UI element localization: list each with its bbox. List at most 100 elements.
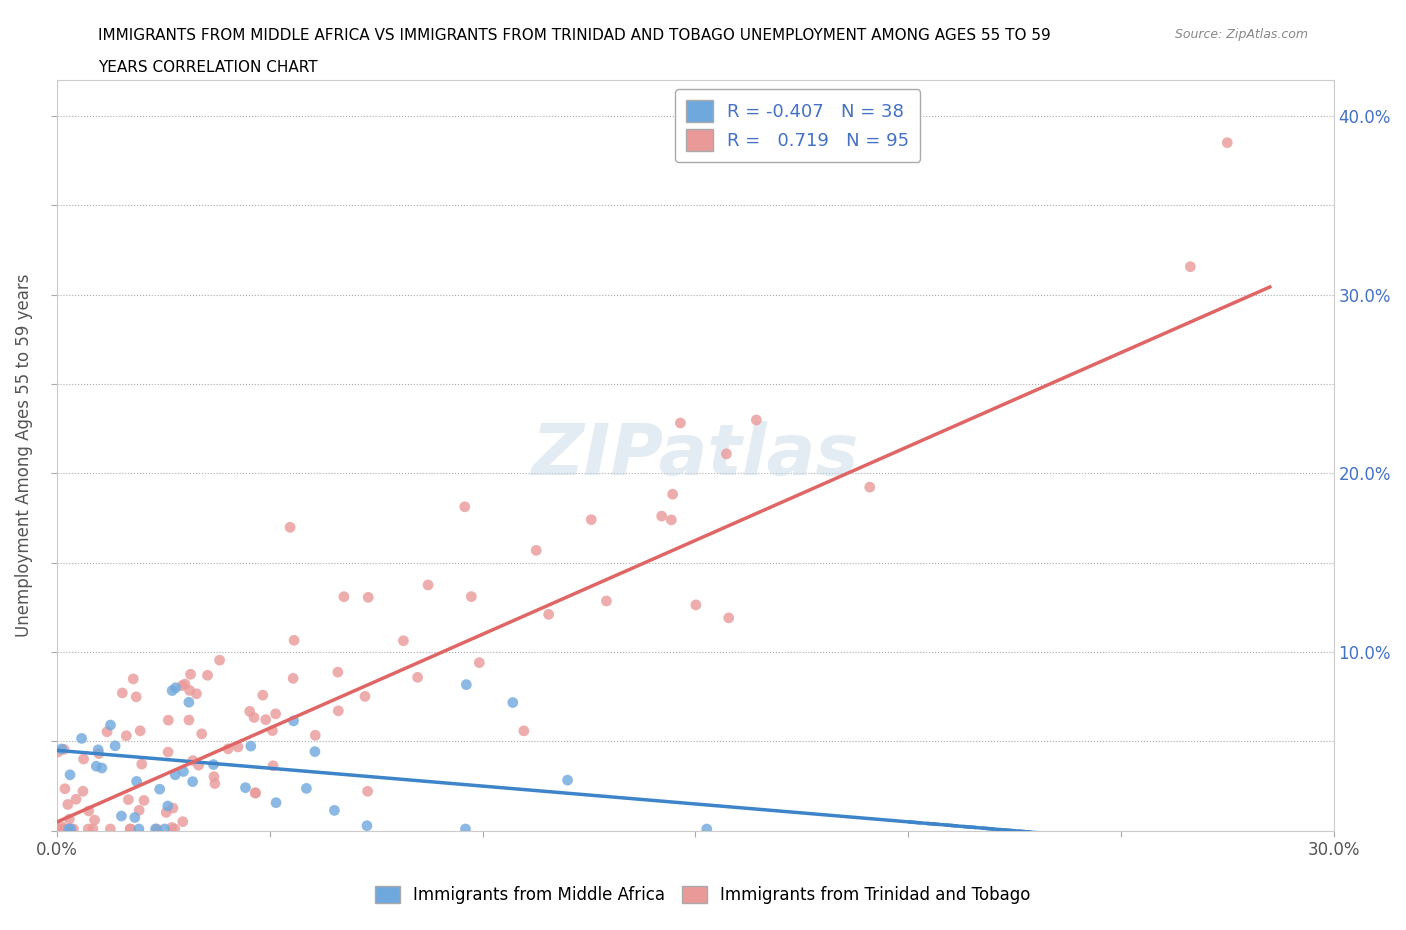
Point (262, 724, 284, 738)
Text: ZIPatlas: ZIPatlas (531, 421, 859, 490)
Point (125, 774, 148, 789)
Point (537, 607, 560, 622)
Point (262, 758, 284, 773)
Point (125, 689, 148, 704)
Point (83, 813, 105, 828)
Point (595, 593, 617, 608)
Point (202, 757, 225, 772)
Point (406, 670, 429, 684)
Point (356, 818, 378, 833)
Point (264, 795, 287, 810)
Point (104, 738, 127, 753)
Point (264, 707, 287, 722)
Point (96, 724, 118, 739)
Point (502, 695, 524, 710)
Point (111, 685, 134, 700)
Point (661, 486, 683, 501)
Point (72, 784, 94, 799)
Point (513, 724, 536, 738)
Point (669, 416, 692, 431)
Point (416, 578, 439, 592)
Point (155, 805, 177, 820)
Point (454, 499, 477, 514)
Point (283, 633, 305, 648)
Point (326, 665, 349, 680)
Point (165, 767, 187, 782)
Point (128, 803, 150, 817)
Text: Source: ZipAtlas.com: Source: ZipAtlas.com (1174, 28, 1308, 41)
Point (124, 810, 146, 825)
Point (295, 781, 318, 796)
Point (90, 761, 112, 776)
Point (59, 821, 82, 836)
Text: IMMIGRANTS FROM MIDDLE AFRICA VS IMMIGRANTS FROM TRINIDAD AND TOBAGO UNEMPLOYMEN: IMMIGRANTS FROM MIDDLE AFRICA VS IMMIGRA… (98, 28, 1052, 43)
Point (281, 671, 304, 685)
Point (157, 745, 180, 760)
Point (696, 821, 718, 836)
Point (180, 667, 202, 682)
Point (87, 746, 110, 761)
Point (100, 821, 122, 836)
Point (181, 774, 204, 789)
Point (651, 509, 673, 524)
Point (128, 821, 150, 836)
Point (187, 758, 209, 773)
Point (254, 712, 277, 727)
Point (86, 759, 108, 774)
Point (392, 633, 415, 648)
Point (49, 821, 72, 836)
Point (208, 653, 231, 668)
Point (53, 781, 76, 796)
Point (304, 744, 326, 759)
Point (53, 821, 76, 836)
Point (190, 726, 212, 741)
Point (217, 741, 239, 756)
Point (557, 773, 579, 788)
Point (333, 590, 356, 604)
Point (153, 821, 176, 836)
Point (245, 786, 267, 801)
Point (245, 785, 267, 800)
Point (179, 683, 201, 698)
Point (357, 590, 380, 604)
Point (58, 821, 80, 836)
Point (252, 687, 274, 702)
Point (46, 745, 69, 760)
Point (243, 710, 266, 724)
Point (160, 820, 183, 835)
Y-axis label: Unemployment Among Ages 55 to 59 years: Unemployment Among Ages 55 to 59 years (15, 273, 32, 637)
Point (323, 803, 346, 817)
Point (356, 784, 378, 799)
Point (239, 704, 262, 719)
Point (62, 821, 84, 836)
Point (163, 821, 186, 836)
Point (328, 703, 350, 718)
Point (468, 656, 491, 671)
Point (197, 668, 219, 683)
Point (177, 712, 200, 727)
Point (354, 689, 377, 704)
Point (235, 780, 257, 795)
Point (524, 543, 547, 558)
Point (120, 821, 142, 836)
Point (172, 815, 194, 830)
Point (716, 446, 738, 461)
Point (58, 812, 80, 827)
Point (685, 597, 707, 612)
Point (456, 677, 478, 692)
Point (110, 808, 132, 823)
Point (174, 677, 197, 692)
Point (53, 742, 76, 757)
Point (51, 741, 73, 756)
Point (70, 731, 93, 746)
Point (460, 589, 482, 604)
Point (745, 413, 768, 428)
Legend: R = -0.407   N = 38, R =   0.719   N = 95: R = -0.407 N = 38, R = 0.719 N = 95 (675, 89, 921, 162)
Point (52, 821, 75, 836)
Point (1180, 259, 1202, 274)
Point (59, 767, 82, 782)
Point (172, 678, 194, 693)
Point (186, 686, 208, 701)
Point (177, 695, 200, 710)
Point (51, 819, 73, 834)
